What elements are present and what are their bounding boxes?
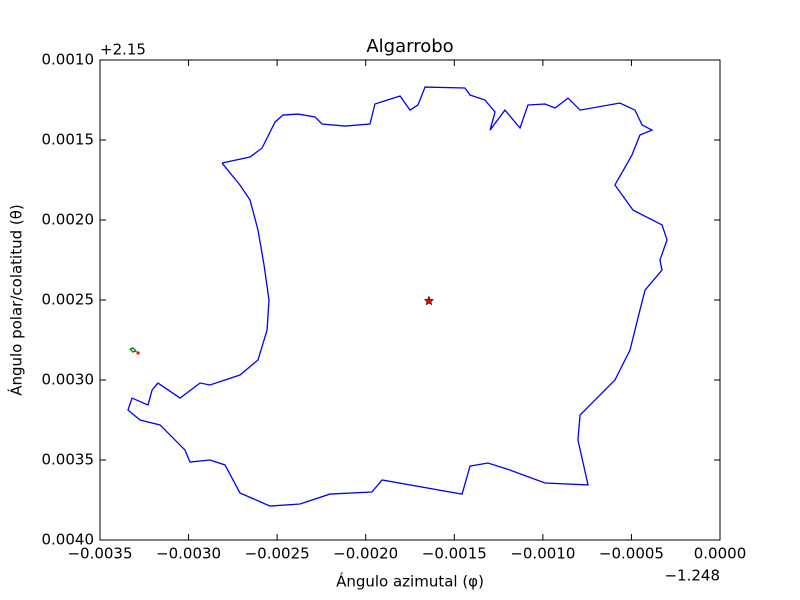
y-tick-label: 0.0025 <box>42 291 95 309</box>
x-axis-label: Ángulo azimutal (φ) <box>336 572 484 591</box>
y-offset-text: +2.15 <box>100 41 146 59</box>
outline <box>127 86 668 507</box>
x-tick-label: −0.0010 <box>510 545 575 563</box>
y-tick-label: 0.0020 <box>42 211 95 229</box>
plot-frame <box>99 59 721 541</box>
y-tick-label: 0.0010 <box>42 51 95 69</box>
chart-title: Algarrobo <box>366 36 453 57</box>
x-tick-label: −0.0030 <box>156 545 221 563</box>
x-tick-label: 0.0000 <box>694 545 747 563</box>
y-tick-label: 0.0035 <box>42 451 95 469</box>
x-tick-label: −0.0025 <box>245 545 310 563</box>
outline <box>129 347 138 353</box>
x-offset-text: −1.248 <box>664 567 720 585</box>
star-marker <box>423 295 434 306</box>
y-axis-label: Ángulo polar/colatitud (θ) <box>7 204 26 396</box>
y-tick-label: 0.0030 <box>42 371 95 389</box>
y-tick-label: 0.0015 <box>42 131 95 149</box>
x-tick-label: −0.0005 <box>599 545 664 563</box>
x-tick-label: −0.0035 <box>67 545 132 563</box>
y-tick-label: 0.0040 <box>42 531 95 549</box>
x-tick-label: −0.0020 <box>333 545 398 563</box>
x-tick-label: −0.0015 <box>422 545 487 563</box>
dot-marker <box>136 351 140 355</box>
